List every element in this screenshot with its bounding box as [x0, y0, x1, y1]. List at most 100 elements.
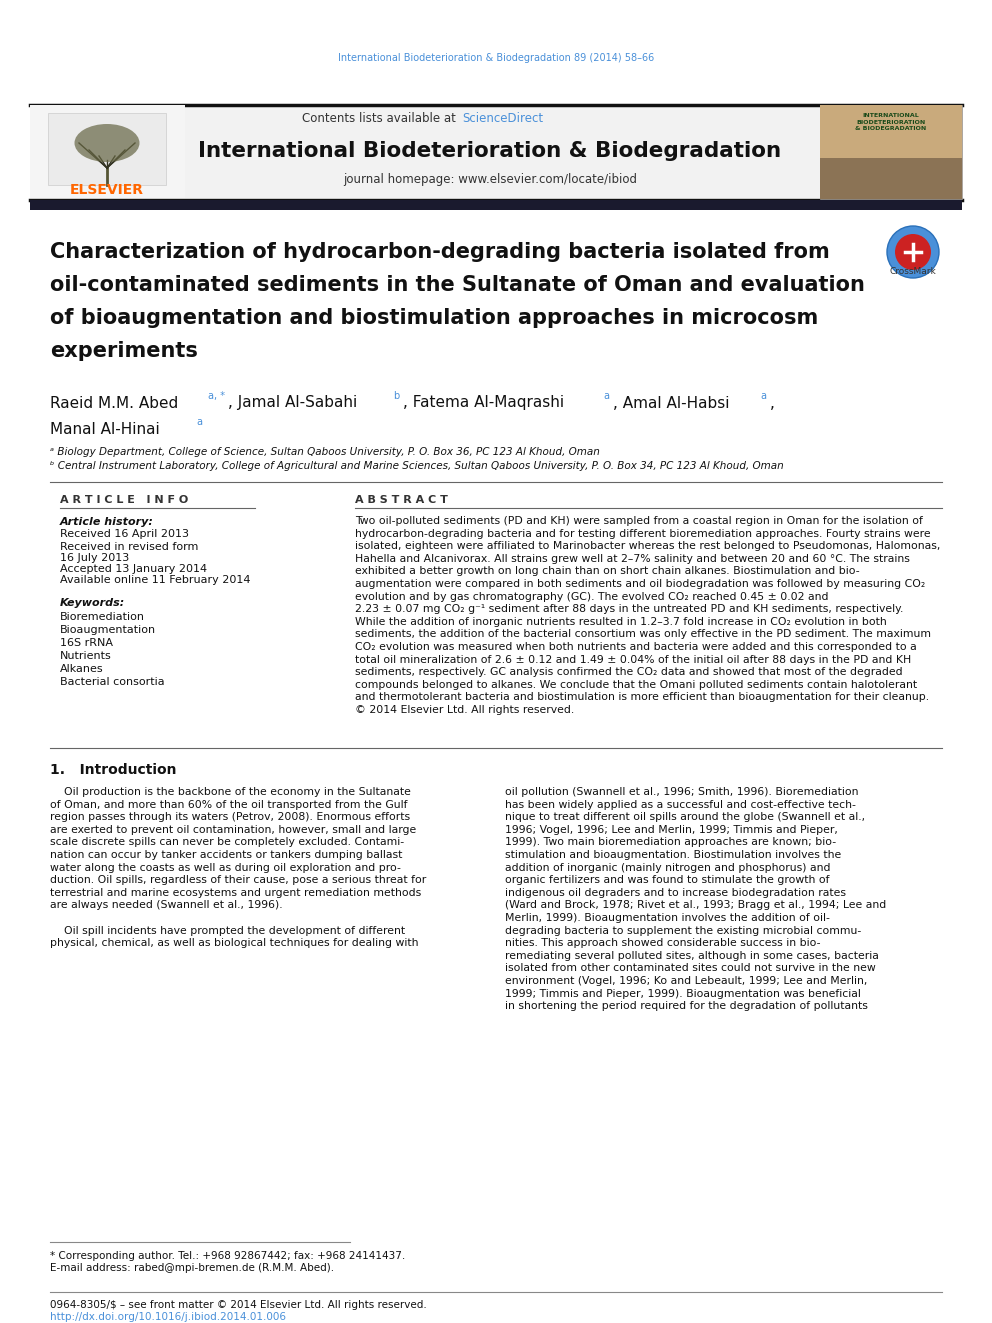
Text: b: b: [393, 392, 399, 401]
Text: in shortening the period required for the degradation of pollutants: in shortening the period required for th…: [505, 1002, 868, 1011]
Text: a: a: [603, 392, 609, 401]
Text: addition of inorganic (mainly nitrogen and phosphorus) and: addition of inorganic (mainly nitrogen a…: [505, 863, 830, 873]
Text: physical, chemical, as well as biological techniques for dealing with: physical, chemical, as well as biologica…: [50, 938, 419, 949]
Text: of Oman, and more than 60% of the oil transported from the Gulf: of Oman, and more than 60% of the oil tr…: [50, 799, 408, 810]
Text: Contents lists available at: Contents lists available at: [303, 112, 460, 126]
Text: nation can occur by tanker accidents or tankers dumping ballast: nation can occur by tanker accidents or …: [50, 849, 403, 860]
Text: ᵇ Central Instrument Laboratory, College of Agricultural and Marine Sciences, Su: ᵇ Central Instrument Laboratory, College…: [50, 460, 784, 471]
Text: CrossMark: CrossMark: [890, 267, 936, 277]
Text: , Jamal Al-Sabahi: , Jamal Al-Sabahi: [228, 396, 357, 410]
Text: evolution and by gas chromatography (GC). The evolved CO₂ reached 0.45 ± 0.02 an: evolution and by gas chromatography (GC)…: [355, 591, 828, 602]
Text: Oil spill incidents have prompted the development of different: Oil spill incidents have prompted the de…: [50, 926, 405, 935]
Text: A B S T R A C T: A B S T R A C T: [355, 495, 447, 505]
Text: (Ward and Brock, 1978; Rivet et al., 1993; Bragg et al., 1994; Lee and: (Ward and Brock, 1978; Rivet et al., 199…: [505, 901, 886, 910]
Text: scale discrete spills can never be completely excluded. Contami-: scale discrete spills can never be compl…: [50, 837, 404, 848]
Text: Available online 11 February 2014: Available online 11 February 2014: [60, 576, 251, 585]
Text: International Biodeterioration & Biodegradation: International Biodeterioration & Biodegr…: [198, 142, 782, 161]
Text: degrading bacteria to supplement the existing microbial commu-: degrading bacteria to supplement the exi…: [505, 926, 861, 935]
Text: © 2014 Elsevier Ltd. All rights reserved.: © 2014 Elsevier Ltd. All rights reserved…: [355, 705, 574, 714]
Text: duction. Oil spills, regardless of their cause, pose a serious threat for: duction. Oil spills, regardless of their…: [50, 876, 427, 885]
Text: isolated from other contaminated sites could not survive in the new: isolated from other contaminated sites c…: [505, 963, 876, 974]
Text: Bacterial consortia: Bacterial consortia: [60, 677, 165, 687]
Text: Hahella and Alcanivorax. All strains grew well at 2–7% salinity and between 20 a: Hahella and Alcanivorax. All strains gre…: [355, 554, 910, 564]
Text: indigenous oil degraders and to increase biodegradation rates: indigenous oil degraders and to increase…: [505, 888, 846, 898]
Text: 16S rRNA: 16S rRNA: [60, 638, 113, 648]
Text: Oil production is the backbone of the economy in the Sultanate: Oil production is the backbone of the ec…: [50, 787, 411, 796]
Bar: [820, 105, 962, 157]
Text: experiments: experiments: [50, 341, 197, 361]
Text: E-mail address: rabed@mpi-bremen.de (R.M.M. Abed).: E-mail address: rabed@mpi-bremen.de (R.M…: [50, 1263, 334, 1273]
Text: Received 16 April 2013: Received 16 April 2013: [60, 529, 189, 538]
Text: Characterization of hydrocarbon-degrading bacteria isolated from: Characterization of hydrocarbon-degradin…: [50, 242, 829, 262]
Ellipse shape: [887, 226, 939, 278]
Text: Manal Al-Hinai: Manal Al-Hinai: [50, 422, 160, 437]
Text: environment (Vogel, 1996; Ko and Lebeault, 1999; Lee and Merlin,: environment (Vogel, 1996; Ko and Lebeaul…: [505, 976, 867, 986]
Text: While the addition of inorganic nutrients resulted in 1.2–3.7 fold increase in C: While the addition of inorganic nutrient…: [355, 617, 887, 627]
Text: terrestrial and marine ecosystems and urgent remediation methods: terrestrial and marine ecosystems and ur…: [50, 888, 422, 898]
Text: INTERNATIONAL
BIODETERIORATION
& BIODEGRADATION: INTERNATIONAL BIODETERIORATION & BIODEGR…: [855, 112, 927, 131]
Bar: [30, 105, 185, 198]
Text: Merlin, 1999). Bioaugmentation involves the addition of oil-: Merlin, 1999). Bioaugmentation involves …: [505, 913, 830, 923]
Text: a: a: [196, 417, 202, 427]
Text: and thermotolerant bacteria and biostimulation is more efficient than bioaugment: and thermotolerant bacteria and biostimu…: [355, 692, 930, 703]
Text: 2.23 ± 0.07 mg CO₂ g⁻¹ sediment after 88 days in the untreated PD and KH sedimen: 2.23 ± 0.07 mg CO₂ g⁻¹ sediment after 88…: [355, 605, 904, 614]
Text: sediments, the addition of the bacterial consortium was only effective in the PD: sediments, the addition of the bacterial…: [355, 630, 931, 639]
Text: a, *: a, *: [208, 392, 225, 401]
Text: Nutrients: Nutrients: [60, 651, 112, 662]
Text: 1999; Timmis and Pieper, 1999). Bioaugmentation was beneficial: 1999; Timmis and Pieper, 1999). Bioaugme…: [505, 988, 861, 999]
Text: Alkanes: Alkanes: [60, 664, 103, 673]
Text: oil-contaminated sediments in the Sultanate of Oman and evaluation: oil-contaminated sediments in the Sultan…: [50, 275, 865, 295]
Text: has been widely applied as a successful and cost-effective tech-: has been widely applied as a successful …: [505, 799, 856, 810]
Text: 16 July 2013: 16 July 2013: [60, 553, 129, 564]
Text: journal homepage: www.elsevier.com/locate/ibiod: journal homepage: www.elsevier.com/locat…: [343, 173, 637, 187]
Text: Article history:: Article history:: [60, 517, 154, 527]
Text: 0964-8305/$ – see front matter © 2014 Elsevier Ltd. All rights reserved.: 0964-8305/$ – see front matter © 2014 El…: [50, 1301, 427, 1310]
Text: a: a: [760, 392, 766, 401]
Ellipse shape: [895, 234, 931, 270]
Text: ,: ,: [770, 396, 775, 410]
Text: oil pollution (Swannell et al., 1996; Smith, 1996). Bioremediation: oil pollution (Swannell et al., 1996; Sm…: [505, 787, 858, 796]
Text: Bioaugmentation: Bioaugmentation: [60, 624, 156, 635]
Text: 1996; Vogel, 1996; Lee and Merlin, 1999; Timmis and Pieper,: 1996; Vogel, 1996; Lee and Merlin, 1999;…: [505, 824, 838, 835]
Text: Accepted 13 January 2014: Accepted 13 January 2014: [60, 564, 207, 574]
Bar: [48, 112, 166, 185]
Text: exhibited a better growth on long chain than on short chain alkanes. Biostimulat: exhibited a better growth on long chain …: [355, 566, 860, 577]
Text: CO₂ evolution was measured when both nutrients and bacteria were added and this : CO₂ evolution was measured when both nut…: [355, 642, 917, 652]
Text: http://dx.doi.org/10.1016/j.ibiod.2014.01.006: http://dx.doi.org/10.1016/j.ibiod.2014.0…: [50, 1312, 286, 1322]
Text: total oil mineralization of 2.6 ± 0.12 and 1.49 ± 0.04% of the initial oil after: total oil mineralization of 2.6 ± 0.12 a…: [355, 655, 912, 664]
Text: 1.   Introduction: 1. Introduction: [50, 763, 177, 777]
Text: , Fatema Al-Maqrashi: , Fatema Al-Maqrashi: [403, 396, 564, 410]
Text: augmentation were compared in both sediments and oil biodegradation was followed: augmentation were compared in both sedim…: [355, 579, 926, 589]
Text: are exerted to prevent oil contamination, however, small and large: are exerted to prevent oil contamination…: [50, 824, 417, 835]
Text: are always needed (Swannell et al., 1996).: are always needed (Swannell et al., 1996…: [50, 901, 283, 910]
Text: ᵃ Biology Department, College of Science, Sultan Qaboos University, P. O. Box 36: ᵃ Biology Department, College of Science…: [50, 447, 600, 456]
Ellipse shape: [74, 124, 140, 161]
Bar: [820, 105, 962, 198]
Text: ScienceDirect: ScienceDirect: [462, 112, 544, 126]
Text: nique to treat different oil spills around the globe (Swannell et al.,: nique to treat different oil spills arou…: [505, 812, 865, 822]
Text: , Amal Al-Habsi: , Amal Al-Habsi: [613, 396, 729, 410]
Text: hydrocarbon-degrading bacteria and for testing different bioremediation approach: hydrocarbon-degrading bacteria and for t…: [355, 529, 930, 538]
Text: remediating several polluted sites, although in some cases, bacteria: remediating several polluted sites, alth…: [505, 951, 879, 960]
Text: sediments, respectively. GC analysis confirmed the CO₂ data and showed that most: sediments, respectively. GC analysis con…: [355, 667, 903, 677]
Bar: [820, 157, 962, 198]
Text: isolated, eighteen were affiliated to Marinobacter whereas the rest belonged to : isolated, eighteen were affiliated to Ma…: [355, 541, 940, 552]
Text: water along the coasts as well as during oil exploration and pro-: water along the coasts as well as during…: [50, 863, 401, 873]
Text: compounds belonged to alkanes. We conclude that the Omani polluted sediments con: compounds belonged to alkanes. We conclu…: [355, 680, 918, 689]
Bar: [30, 105, 962, 198]
Text: ELSEVIER: ELSEVIER: [70, 183, 144, 197]
Text: organic fertilizers and was found to stimulate the growth of: organic fertilizers and was found to sti…: [505, 876, 829, 885]
Text: stimulation and bioaugmentation. Biostimulation involves the: stimulation and bioaugmentation. Biostim…: [505, 849, 841, 860]
Text: 1999). Two main bioremediation approaches are known; bio-: 1999). Two main bioremediation approache…: [505, 837, 836, 848]
Text: nities. This approach showed considerable success in bio-: nities. This approach showed considerabl…: [505, 938, 820, 949]
Text: Raeid M.M. Abed: Raeid M.M. Abed: [50, 396, 179, 410]
Text: Keywords:: Keywords:: [60, 598, 125, 609]
Bar: [30, 200, 962, 210]
Text: region passes through its waters (Petrov, 2008). Enormous efforts: region passes through its waters (Petrov…: [50, 812, 410, 822]
Text: Two oil-polluted sediments (PD and KH) were sampled from a coastal region in Oma: Two oil-polluted sediments (PD and KH) w…: [355, 516, 923, 527]
Text: Received in revised form: Received in revised form: [60, 542, 198, 552]
Text: Bioremediation: Bioremediation: [60, 613, 145, 622]
Text: A R T I C L E   I N F O: A R T I C L E I N F O: [60, 495, 188, 505]
Text: * Corresponding author. Tel.: +968 92867442; fax: +968 24141437.: * Corresponding author. Tel.: +968 92867…: [50, 1252, 406, 1261]
Text: of bioaugmentation and biostimulation approaches in microcosm: of bioaugmentation and biostimulation ap…: [50, 308, 818, 328]
